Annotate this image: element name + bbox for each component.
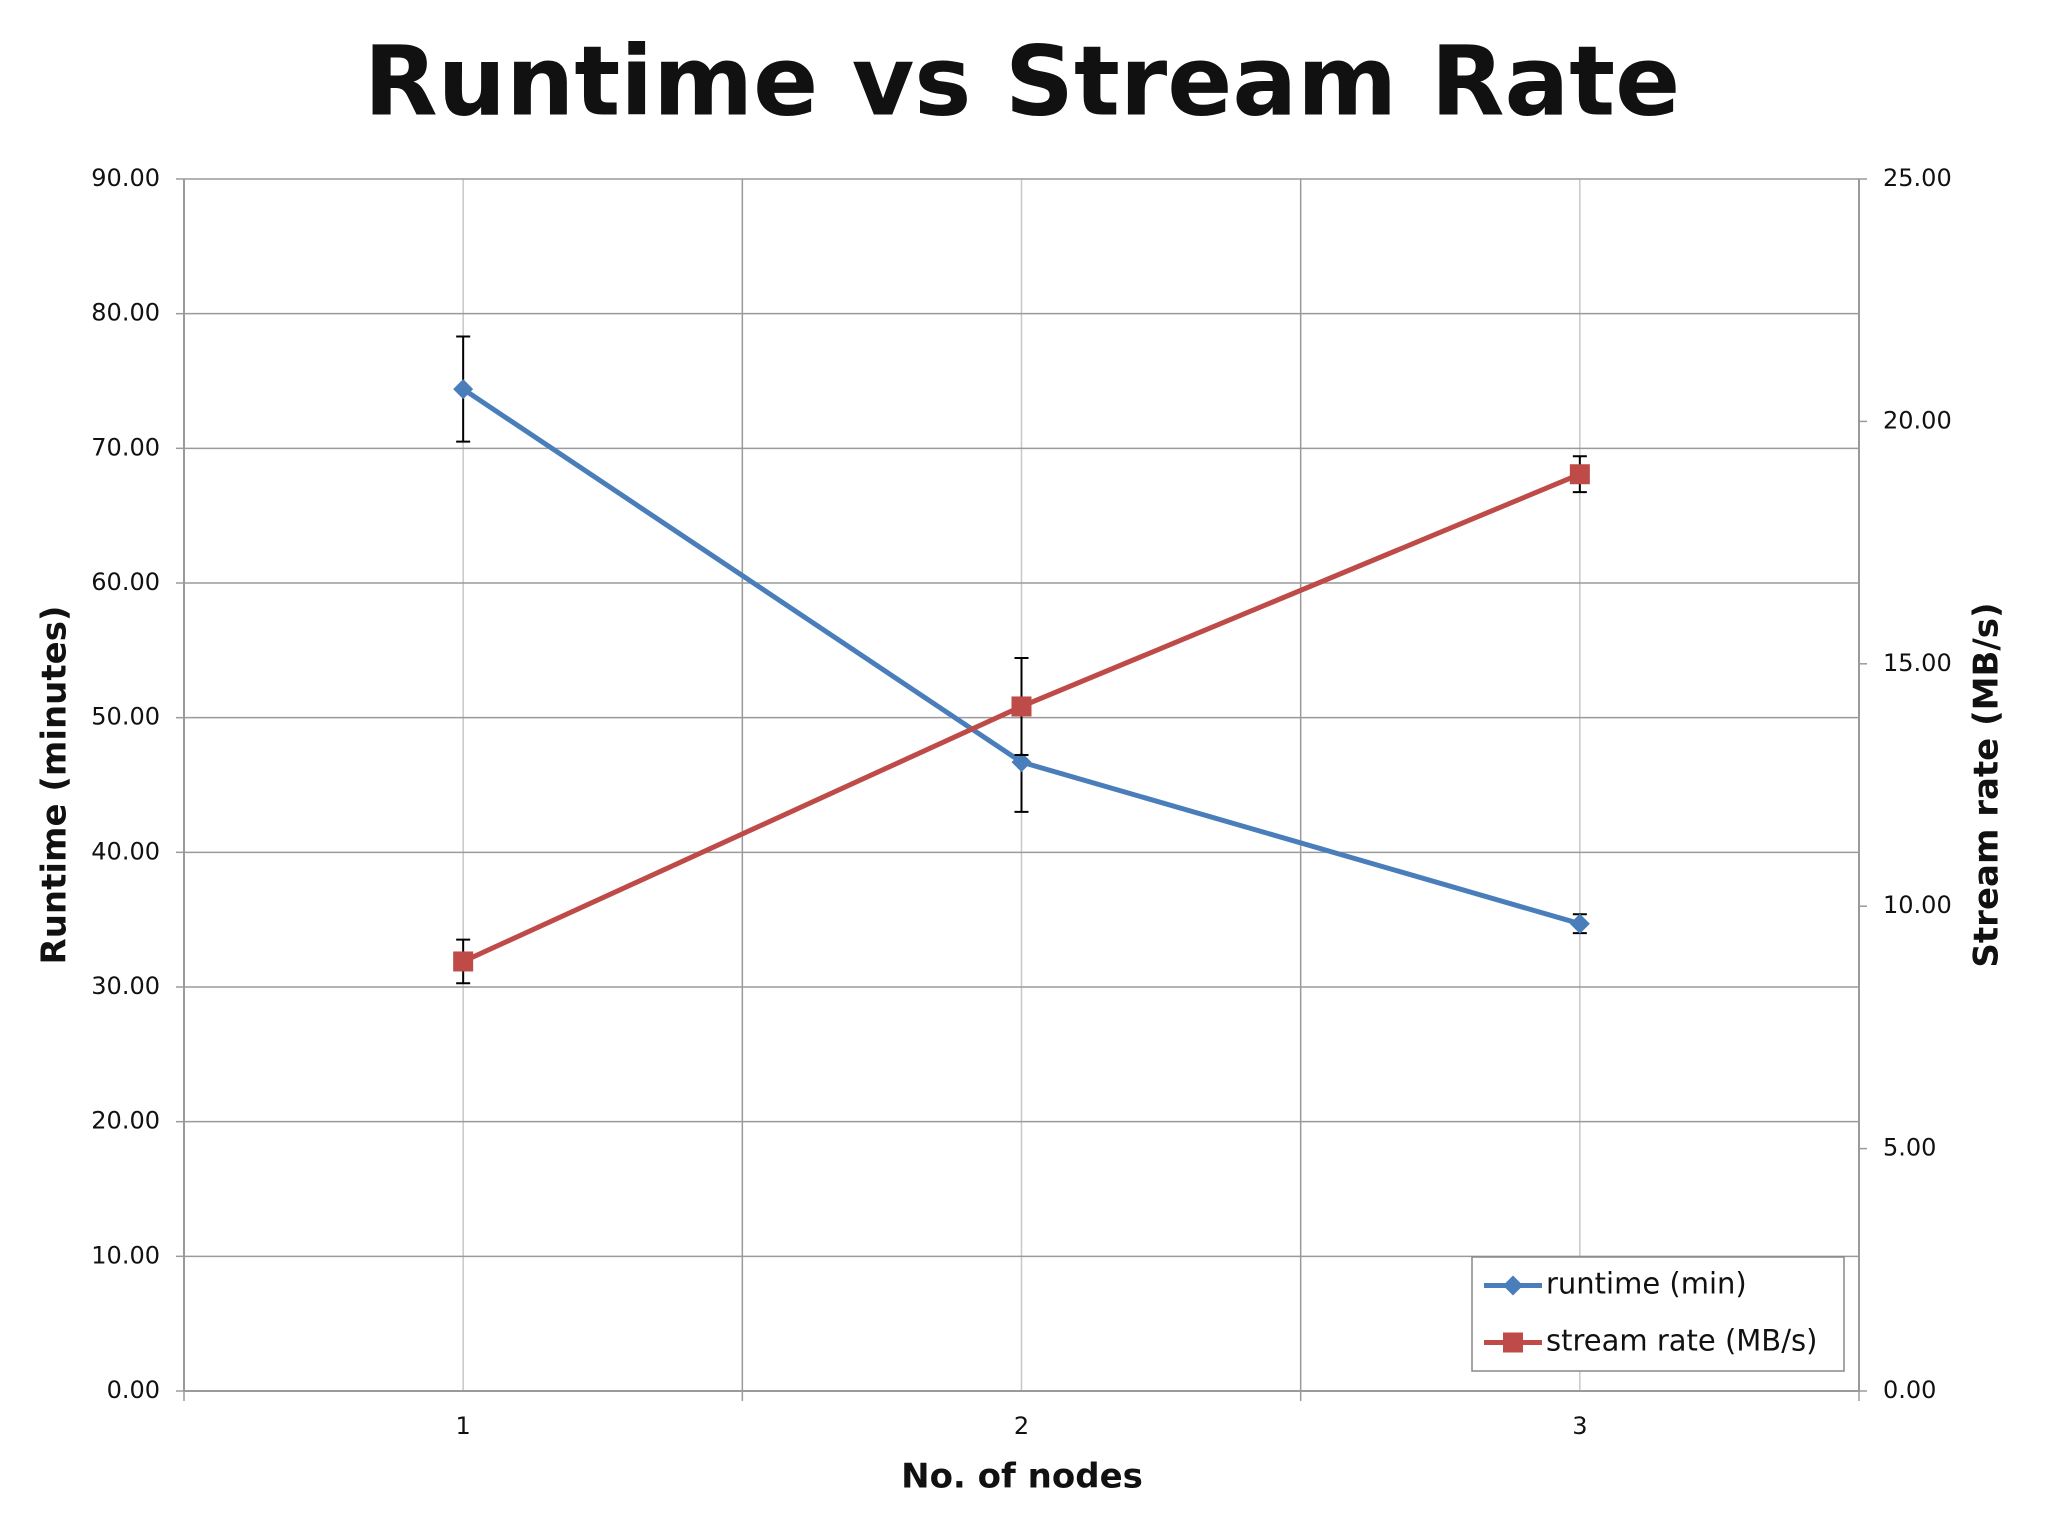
x-tick-label: 2 (1014, 1412, 1029, 1440)
y-tick-label: 60.00 (91, 568, 160, 596)
x-tick-label: 1 (456, 1412, 471, 1440)
y-tick-label: 30.00 (91, 972, 160, 1000)
legend-marker (1503, 1332, 1523, 1353)
y2-axis-title: Stream rate (MB/s) (1967, 602, 2007, 967)
x-tick-label: 3 (1572, 1412, 1587, 1440)
y2-tick-label: 0.00 (1883, 1376, 1936, 1404)
data-point (1011, 696, 1032, 717)
y-tick-label: 40.00 (91, 837, 160, 865)
data-point (453, 379, 474, 400)
data-point (1569, 913, 1590, 934)
y-tick-label: 10.00 (91, 1241, 160, 1269)
y-tick-label: 50.00 (91, 703, 160, 731)
y2-tick-label: 10.00 (1883, 891, 1952, 919)
y2-tick-label: 20.00 (1883, 406, 1952, 434)
legend-box (1471, 1256, 1845, 1372)
y2-tick-label: 25.00 (1883, 164, 1952, 192)
y-tick-label: 80.00 (91, 299, 160, 327)
data-point (453, 951, 474, 972)
legend-marker (1503, 1275, 1523, 1296)
data-point (1569, 464, 1590, 485)
data-point (1011, 752, 1032, 773)
y2-tick-label: 5.00 (1883, 1134, 1936, 1162)
y-tick-label: 20.00 (91, 1107, 160, 1135)
y2-tick-label: 15.00 (1883, 649, 1952, 677)
y-tick-label: 90.00 (91, 164, 160, 192)
y-tick-label: 70.00 (91, 433, 160, 461)
x-axis-title: No. of nodes (901, 1457, 1143, 1497)
y-tick-label: 0.00 (107, 1376, 160, 1404)
chart-title: Runtime vs Stream Rate (364, 25, 1681, 137)
legend-label: runtime (min) (1546, 1267, 1747, 1301)
y-axis-title: Runtime (minutes) (35, 606, 75, 965)
legend-label: stream rate (MB/s) (1546, 1324, 1817, 1358)
